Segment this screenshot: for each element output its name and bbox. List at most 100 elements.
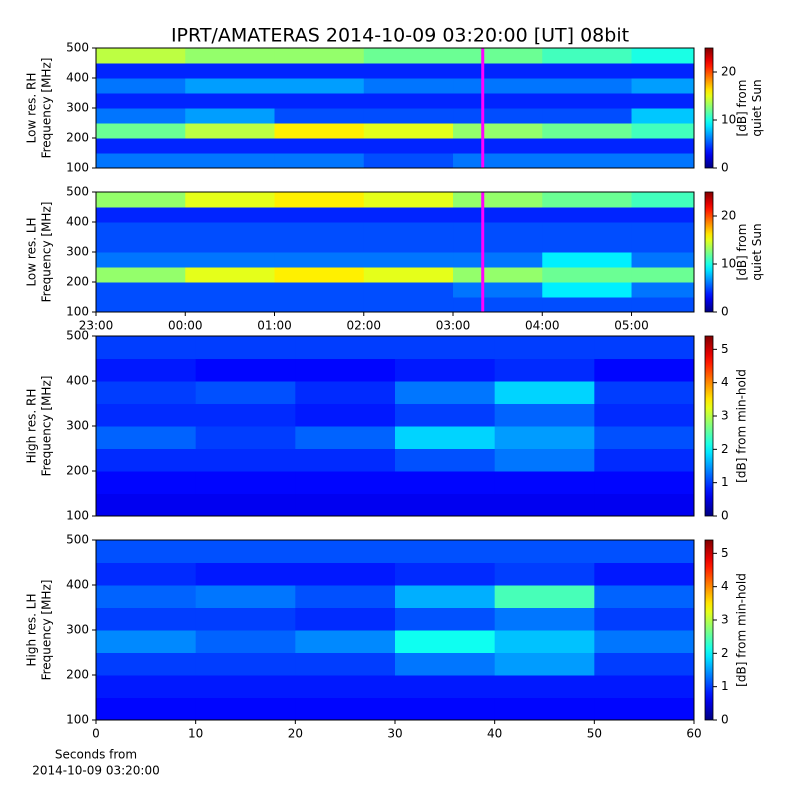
heatmap-cell: [494, 675, 595, 698]
heatmap-cell: [631, 48, 695, 64]
heatmap-cell: [631, 63, 695, 79]
heatmap-cell: [494, 607, 595, 631]
heatmap-cell: [542, 63, 633, 79]
x-tick-label: 50: [587, 727, 602, 741]
heatmap-cell: [185, 123, 276, 139]
heatmap-cell: [295, 675, 396, 698]
heatmap-cell: [594, 585, 695, 608]
heatmap-cell: [453, 297, 543, 313]
heatmap-cell: [453, 192, 543, 208]
heatmap-cell: [185, 237, 276, 253]
y-tick-label: 100: [66, 713, 89, 727]
x-tick-label: 03:00: [436, 319, 471, 333]
heatmap-cell: [274, 282, 365, 298]
heatmap-cell: [594, 540, 695, 563]
heatmap-cell: [295, 585, 396, 608]
y-axis-label: Frequency [MHz]: [40, 376, 54, 477]
heatmap-cell: [363, 237, 454, 253]
x-tick-label: 01:00: [257, 319, 292, 333]
heatmap-cell: [185, 63, 276, 79]
heatmap-cell: [631, 78, 695, 94]
heatmap-cell: [185, 252, 276, 268]
heatmap-cell: [494, 652, 595, 676]
y-tick-label: 200: [66, 275, 89, 289]
heatmap-cell: [494, 448, 595, 472]
colorbar: [704, 335, 714, 517]
heatmap-cell: [542, 153, 633, 169]
heatmap-cell: [96, 697, 197, 721]
heatmap-cell: [631, 267, 695, 283]
heatmap-cell: [542, 192, 633, 208]
y-axis-label: Frequency [MHz]: [40, 202, 54, 303]
heatmap-cell: [631, 222, 695, 238]
heatmap-cell: [542, 48, 633, 64]
heatmap-cell: [295, 607, 396, 631]
heatmap-cell: [395, 448, 496, 472]
heatmap-cell: [295, 540, 396, 563]
heatmap-cell: [631, 93, 695, 109]
colorbar-tick-label: 0: [721, 305, 729, 319]
heatmap-cell: [274, 93, 365, 109]
heatmap-cell: [96, 63, 186, 79]
heatmap-cell: [295, 448, 396, 472]
y-tick-label: 200: [66, 668, 89, 682]
heatmap-cell: [185, 108, 276, 124]
y-tick-label: 400: [66, 215, 89, 229]
colorbar-tick-label: 2: [721, 442, 729, 456]
y-axis-label: Frequency [MHz]: [40, 58, 54, 159]
heatmap-cell: [594, 358, 695, 382]
y-axis-label: High res. RH: [25, 389, 39, 464]
heatmap-cell: [96, 192, 186, 208]
colorbar-tick-label: 0: [721, 713, 729, 727]
heatmap-cell: [96, 336, 197, 359]
heatmap-cell: [295, 562, 396, 586]
colorbar-tick-label: 4: [721, 579, 729, 593]
y-tick-label: 300: [66, 101, 89, 115]
heatmap-cell: [395, 540, 496, 563]
heatmap-cell: [453, 153, 543, 169]
x-tick-label: 04:00: [525, 319, 560, 333]
heatmap-cell: [274, 153, 365, 169]
x-tick-label: 05:00: [614, 319, 649, 333]
heatmap-cell: [594, 471, 695, 494]
x-tick-label: 00:00: [168, 319, 203, 333]
heatmap-cell: [594, 381, 695, 404]
heatmap-cell: [96, 123, 186, 139]
heatmap-cell: [185, 138, 276, 154]
x-tick-label: 60: [686, 727, 701, 741]
heatmap-cell: [395, 585, 496, 608]
y-tick-label: 400: [66, 374, 89, 388]
heatmap-cell: [395, 471, 496, 494]
colorbar-label: [dB] from min-hold: [735, 573, 749, 687]
heatmap-cell: [453, 48, 543, 64]
heatmap-cell: [542, 252, 633, 268]
heatmap-cell: [195, 426, 296, 449]
colorbar-tick-label: 10: [721, 113, 736, 127]
heatmap-cell: [96, 93, 186, 109]
heatmap-cell: [96, 153, 186, 169]
heatmap-cell: [395, 493, 496, 517]
y-tick-label: 400: [66, 578, 89, 592]
heatmap-cell: [185, 282, 276, 298]
heatmap-cell: [96, 630, 197, 653]
heatmap-cell: [453, 93, 543, 109]
heatmap-cell: [274, 123, 365, 139]
heatmap-cell: [453, 63, 543, 79]
heatmap-cell: [274, 237, 365, 253]
heatmap-cell: [594, 562, 695, 586]
colorbar: [704, 539, 714, 721]
heatmap-cell: [631, 207, 695, 223]
heatmap-cell: [363, 192, 454, 208]
heatmap-cell: [185, 48, 276, 64]
heatmap-cell: [395, 336, 496, 359]
heatmap-cell: [594, 607, 695, 631]
colorbar-tick-label: 3: [721, 409, 729, 423]
heatmap-cell: [195, 697, 296, 721]
heatmap-cell: [453, 282, 543, 298]
y-tick-label: 200: [66, 464, 89, 478]
heatmap-cell: [631, 153, 695, 169]
heatmap-cell: [542, 267, 633, 283]
heatmap-cell: [542, 93, 633, 109]
colorbar-tick-label: 4: [721, 375, 729, 389]
